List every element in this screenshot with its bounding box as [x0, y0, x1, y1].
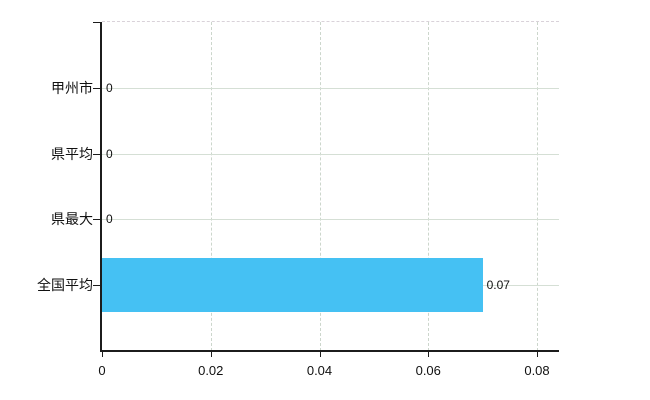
v-gridline	[428, 22, 430, 351]
y-tick	[93, 88, 100, 89]
y-tick	[93, 285, 100, 286]
v-gridline	[537, 22, 538, 351]
x-tick	[428, 352, 429, 357]
x-tick	[102, 352, 103, 357]
value-label: 0	[106, 146, 113, 161]
x-tick	[537, 352, 538, 357]
x-tick-label: 0.08	[524, 363, 550, 378]
value-label: 0	[106, 80, 113, 95]
v-gridline	[319, 22, 321, 351]
category-label: 甲州市	[51, 79, 93, 96]
h-gridline	[102, 154, 559, 155]
y-tick	[93, 154, 100, 155]
category-label: 県最大	[51, 211, 93, 228]
value-label: 0	[106, 212, 113, 227]
h-gridline	[102, 219, 559, 220]
y-axis-top-tick	[93, 22, 100, 23]
x-tick	[211, 352, 212, 357]
x-axis-line	[100, 350, 559, 352]
h-gridline	[102, 88, 559, 89]
category-label: 全国平均	[37, 277, 93, 294]
value-label: 0.07	[486, 278, 510, 293]
x-tick-label: 0.06	[415, 363, 441, 378]
x-tick-label: 0.04	[306, 363, 333, 378]
x-tick-label: 0	[98, 363, 106, 378]
v-gridline	[210, 22, 212, 351]
y-tick	[93, 219, 100, 220]
bar	[102, 258, 483, 312]
y-axis-line	[100, 22, 102, 351]
x-tick	[320, 352, 321, 357]
top-gridline	[102, 21, 559, 22]
category-label: 県平均	[51, 145, 93, 162]
x-tick-label: 0.02	[198, 363, 224, 378]
